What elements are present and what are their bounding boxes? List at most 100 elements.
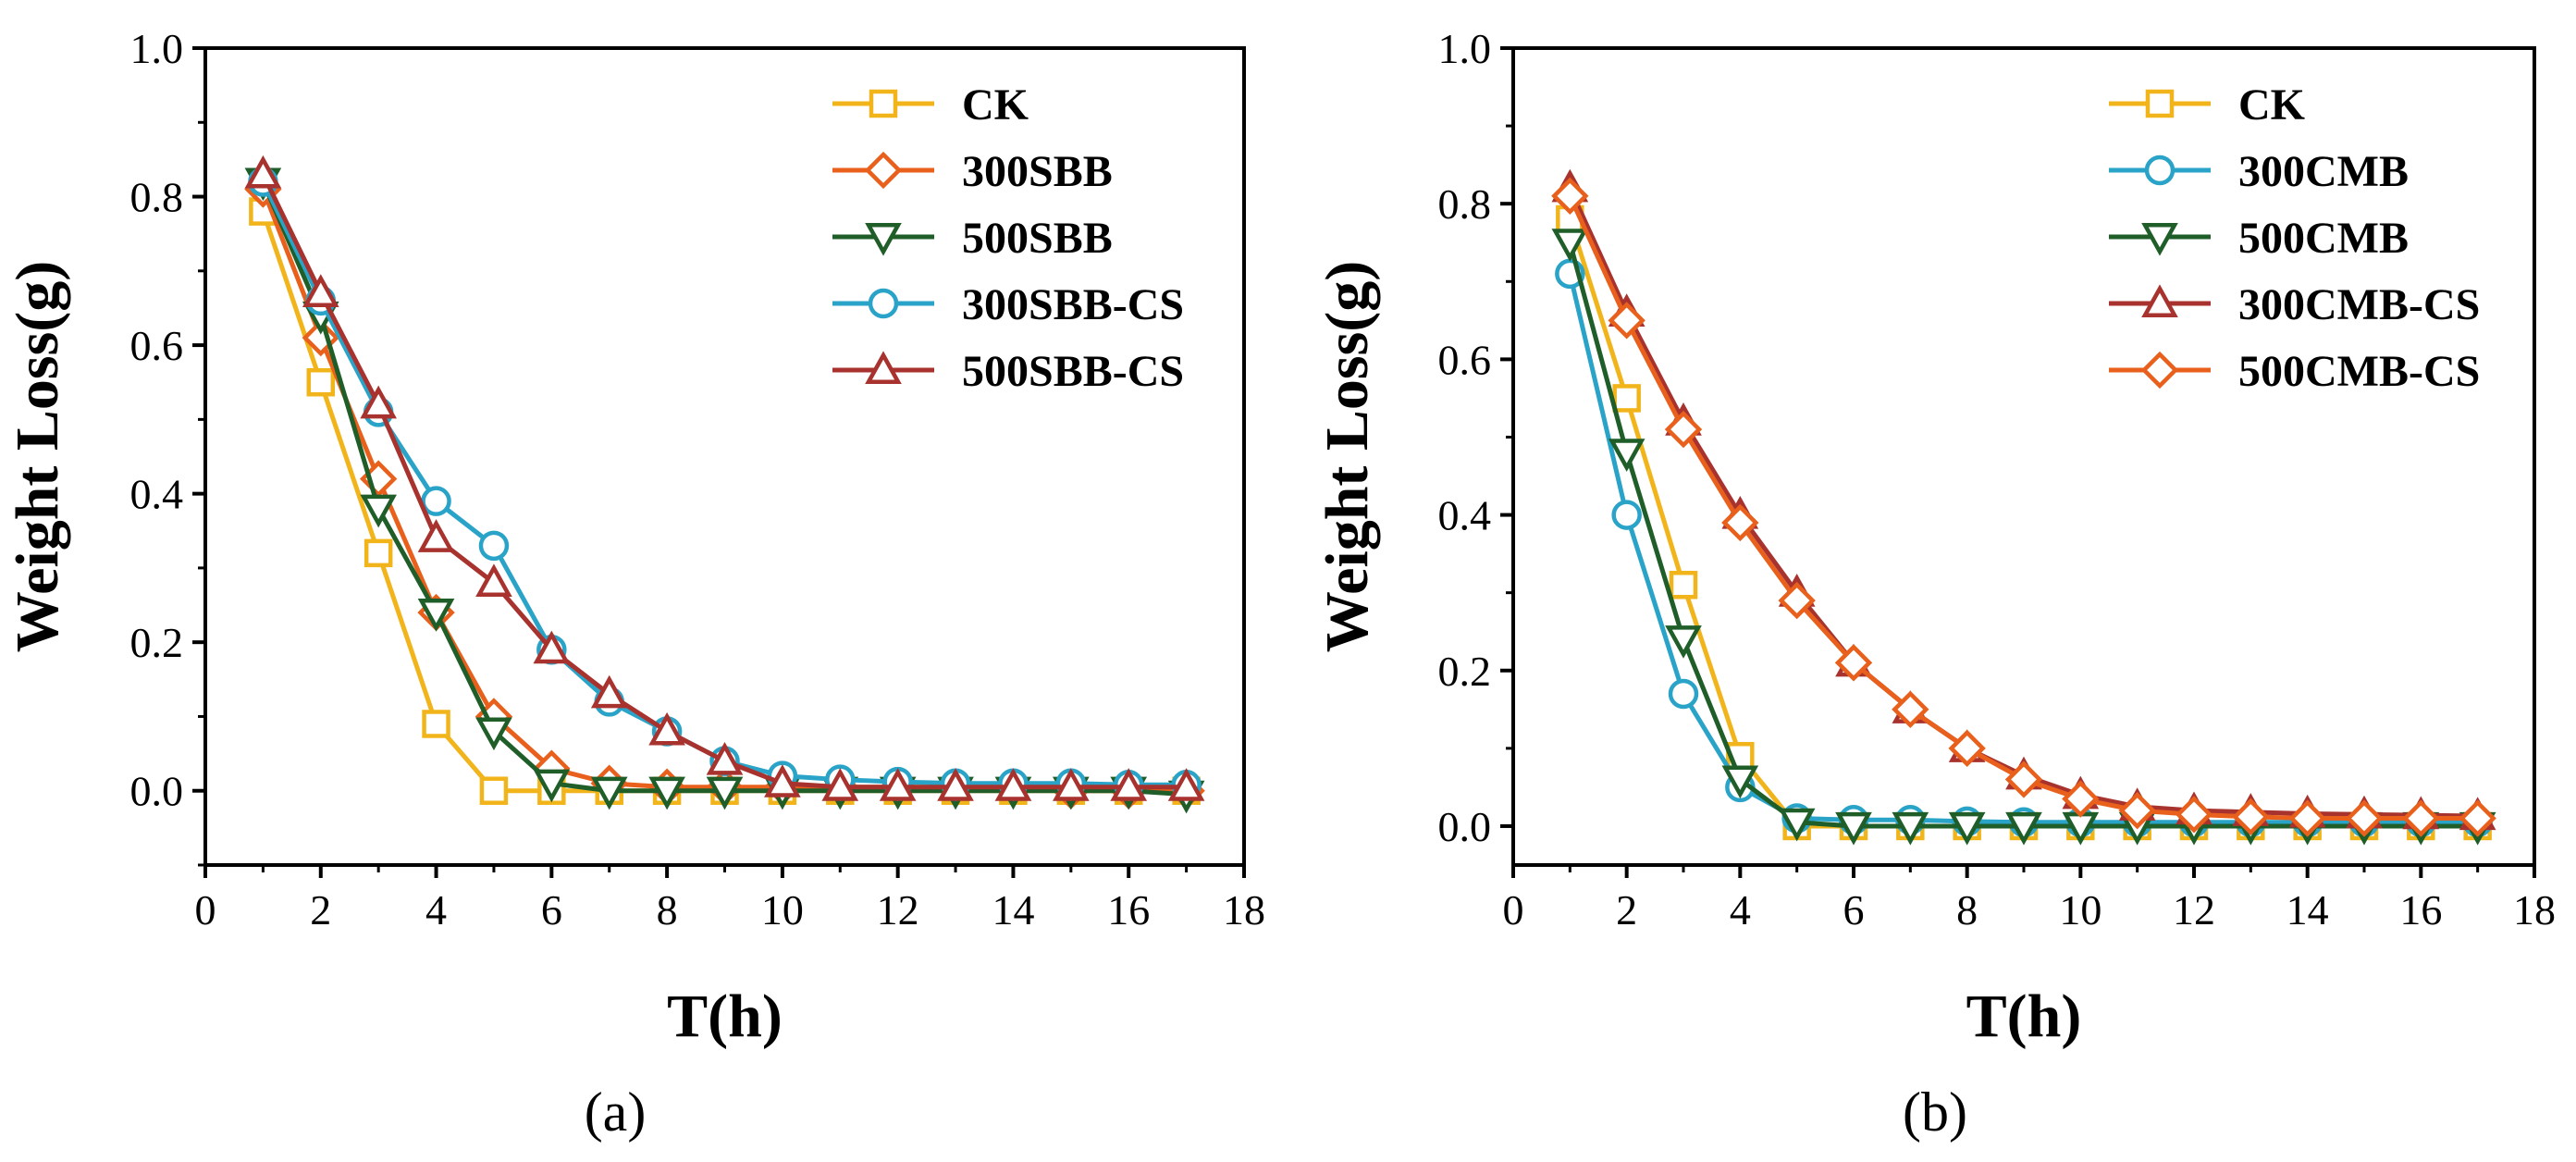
data-point	[2232, 797, 2270, 836]
panel-label: (a)	[585, 1082, 647, 1143]
y-tick-label: 0.2	[1438, 648, 1492, 695]
data-point	[1834, 644, 1873, 682]
data-point	[1669, 571, 1698, 600]
data-point	[244, 155, 282, 189]
y-tick-label: 0.2	[130, 619, 184, 666]
data-point	[590, 674, 628, 709]
y-tick-label: 0.6	[1438, 336, 1492, 383]
data-point	[475, 563, 512, 598]
series-line	[261, 173, 1187, 790]
legend-entry: CK	[832, 80, 1029, 130]
x-tick-label: 4	[425, 886, 447, 933]
legend-label: 300CMB	[2238, 147, 2409, 196]
data-point	[1835, 811, 1872, 846]
legend-marker	[2140, 351, 2179, 389]
data-point	[821, 768, 859, 801]
data-point	[1611, 500, 1642, 530]
data-point	[2345, 799, 2384, 837]
legend-label: 500SBB	[962, 214, 1113, 263]
chart-panel-a: 0 2 4 6 8 10 12 14 16 18 0.0 0.2 0.4 0.6 0.8 1.0 T(h) Wei…	[4, 25, 1265, 1143]
data-point	[1665, 625, 1702, 659]
y-axis-label: Weight Loss(g)	[1313, 261, 1381, 653]
x-tick-label: 18	[1223, 886, 1265, 933]
data-point	[1551, 229, 1589, 262]
data-point	[475, 717, 512, 751]
data-point	[706, 776, 744, 810]
y-axis-label: Weight Loss(g)	[4, 261, 71, 653]
series-line	[1567, 241, 2478, 829]
legend-marker	[2141, 284, 2178, 318]
data-point	[937, 768, 974, 801]
legend-marker	[864, 151, 903, 190]
x-tick-label: 6	[1843, 886, 1865, 933]
data-point	[2005, 811, 2042, 846]
data-point	[2402, 799, 2440, 837]
legend-marker	[868, 288, 899, 319]
x-tick-label: 8	[657, 886, 678, 933]
x-tick-label: 12	[877, 886, 919, 933]
data-point	[1892, 811, 1929, 846]
legend-marker	[2144, 155, 2175, 186]
x-tick-label: 2	[310, 886, 331, 933]
data-point	[479, 776, 509, 805]
legend-label: 300SBB	[962, 147, 1113, 196]
legend-marker	[2141, 222, 2178, 256]
legend-label: CK	[962, 80, 1029, 130]
x-tick-label: 10	[2059, 886, 2101, 933]
data-point	[421, 486, 451, 516]
data-point	[879, 768, 917, 801]
data-point	[1612, 384, 1641, 413]
y-tick-label: 0.4	[1438, 492, 1492, 539]
series-300CMB-CS	[1551, 168, 2496, 831]
data-point	[1668, 678, 1699, 710]
data-point	[360, 494, 397, 528]
series-line	[261, 180, 1187, 787]
data-point	[417, 599, 455, 632]
data-point	[2062, 780, 2100, 818]
series-500SBB	[244, 167, 1205, 814]
data-point	[2004, 760, 2043, 798]
legend-label: 300SBB-CS	[962, 280, 1184, 329]
legend-entry: 500CMB	[2109, 214, 2409, 263]
data-point	[2118, 791, 2156, 830]
data-point	[1053, 768, 1090, 801]
legend-marker	[2145, 89, 2175, 118]
data-point	[302, 274, 339, 307]
legend-marker	[869, 89, 898, 118]
panel-label: (b)	[1903, 1082, 1967, 1143]
x-tick-label: 18	[2513, 886, 2556, 933]
x-tick-label: 14	[2286, 886, 2329, 933]
data-point	[590, 776, 628, 810]
legend-entry: 500CMB-CS	[2109, 347, 2480, 396]
data-point	[2175, 796, 2213, 834]
y-tick-label: 0.6	[130, 322, 184, 369]
data-point	[1608, 439, 1645, 472]
x-tick-label: 14	[992, 886, 1034, 933]
data-point	[417, 519, 455, 552]
legend-entry: CK	[2109, 80, 2305, 130]
data-point	[1778, 581, 1816, 620]
data-point	[1948, 729, 1986, 768]
data-point	[648, 711, 685, 746]
x-tick-label: 6	[541, 886, 562, 933]
x-tick-label: 0	[1503, 886, 1524, 933]
legend-entry: 300CMB	[2109, 147, 2409, 196]
data-point	[2288, 799, 2326, 837]
legend-label: 500CMB	[2238, 214, 2409, 263]
x-tick-label: 16	[1107, 886, 1150, 933]
data-point	[706, 741, 744, 775]
data-point	[2459, 799, 2496, 837]
data-point	[1778, 808, 1816, 842]
data-point	[1167, 768, 1205, 801]
data-point	[1948, 811, 1986, 846]
legend-label: CK	[2238, 80, 2305, 130]
data-point	[533, 769, 571, 803]
legend-label: 500SBB-CS	[962, 347, 1184, 396]
legend-marker	[865, 222, 902, 256]
series-500CMB-CS	[1551, 177, 2496, 837]
legend-entry: 500SBB-CS	[832, 347, 1184, 396]
x-axis-label: T(h)	[1966, 983, 2082, 1050]
data-point	[648, 776, 685, 810]
legend-label: 500CMB-CS	[2238, 347, 2480, 396]
